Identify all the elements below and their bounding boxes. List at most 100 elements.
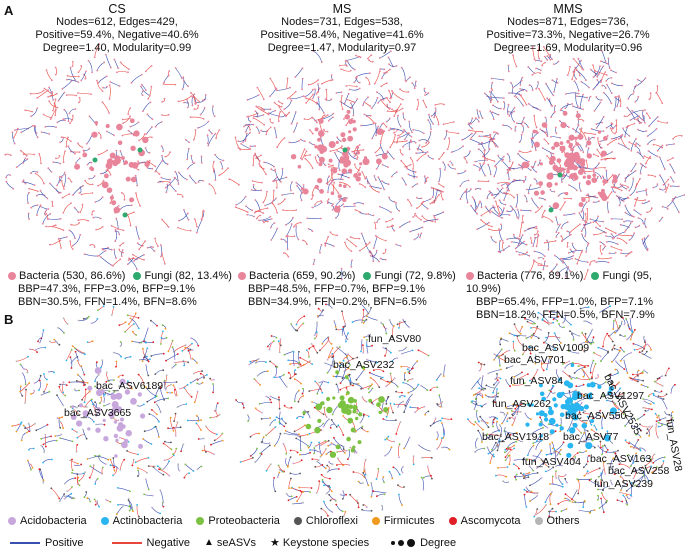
network-node [75, 450, 78, 453]
network-node [344, 452, 346, 454]
network-node [508, 182, 511, 185]
network-node [215, 137, 218, 140]
network-node [154, 165, 157, 168]
network-node [285, 241, 288, 243]
hub-node [105, 123, 110, 129]
network-node [153, 250, 156, 253]
network-node [346, 458, 349, 461]
network-edge [245, 205, 253, 211]
network-node [45, 445, 47, 448]
network-node [646, 135, 649, 138]
network-node [366, 358, 368, 361]
network-node [196, 362, 198, 364]
network-edge [194, 218, 198, 227]
network-node [633, 215, 635, 218]
network-node [270, 168, 273, 171]
network-node [421, 146, 423, 148]
network-node [255, 217, 258, 220]
network-node [339, 100, 342, 103]
network-node [148, 159, 151, 162]
network-node [365, 76, 367, 79]
network-node [599, 225, 601, 228]
network-node [567, 266, 570, 268]
network-edge [584, 227, 587, 237]
network-node [399, 88, 401, 90]
hub-node [317, 137, 321, 142]
network-edge [140, 86, 150, 96]
network-node [314, 156, 317, 159]
hub-node [586, 174, 592, 180]
hub-node [581, 197, 586, 202]
hub-node [578, 202, 584, 208]
network-node [375, 134, 377, 137]
network-node [64, 119, 66, 122]
network-edge [587, 194, 590, 202]
network-node [207, 120, 210, 123]
network-node [13, 136, 15, 139]
network-node [415, 80, 417, 83]
network-node [77, 476, 80, 479]
network-node [109, 174, 112, 176]
network-node [384, 248, 387, 251]
hub-node [533, 190, 540, 196]
network-node [402, 318, 404, 321]
hub-node [115, 438, 119, 442]
hub-node [343, 184, 347, 188]
network-node [576, 95, 578, 98]
network-edge [138, 374, 145, 387]
network-node [373, 221, 376, 224]
network-node [387, 435, 390, 438]
network-node [473, 198, 475, 201]
network-node [347, 367, 350, 370]
network-edge [72, 185, 84, 196]
network-node [579, 74, 581, 77]
network-node [522, 181, 525, 184]
network-node [412, 216, 414, 218]
network-node [402, 465, 404, 468]
network-node [81, 398, 83, 401]
network-node [336, 405, 339, 408]
network-node [189, 229, 192, 232]
network-node [258, 163, 261, 165]
hub-node [575, 142, 579, 146]
network-edge [568, 250, 583, 254]
network-node [362, 413, 365, 416]
network-node [379, 205, 381, 208]
network-node [95, 228, 98, 231]
network-edge [443, 121, 454, 125]
network-node [196, 390, 199, 393]
network-node [74, 108, 77, 110]
network-node [322, 380, 324, 383]
network-edge [338, 160, 340, 171]
hub-node [120, 417, 124, 422]
network-node [142, 90, 145, 92]
network-node [477, 180, 480, 183]
network-node [73, 497, 76, 500]
network-node [119, 436, 121, 439]
network-edge [410, 406, 418, 409]
network-node [94, 454, 96, 457]
network-node [49, 118, 52, 120]
network-node [539, 128, 542, 131]
hub-node [538, 181, 543, 186]
hub-node [129, 197, 135, 203]
network-edge [144, 494, 153, 497]
network-node [417, 383, 420, 386]
network-node [577, 123, 579, 126]
network-edge [420, 385, 428, 391]
network-edge [487, 192, 491, 199]
network-node [383, 481, 385, 484]
hub-node [559, 141, 564, 146]
network-node [61, 88, 64, 90]
network-node [286, 77, 289, 80]
network-edge [363, 307, 372, 318]
network-node [355, 245, 358, 248]
network-node [144, 240, 147, 243]
network-node [382, 346, 385, 349]
network-node [667, 183, 670, 186]
hub-node [352, 119, 356, 124]
network-node [286, 248, 289, 251]
network-edge [173, 427, 177, 436]
network-edge [276, 137, 285, 148]
hub-node [318, 156, 325, 163]
